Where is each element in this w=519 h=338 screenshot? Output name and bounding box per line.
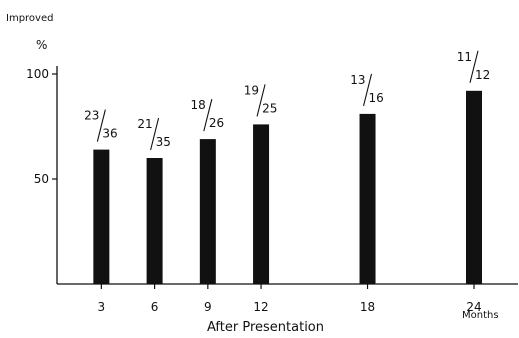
- fraction-slash: [96, 109, 106, 142]
- x-tick-labels: 3 6 9 12 18 24: [98, 284, 482, 314]
- fraction-slash: [150, 117, 160, 151]
- fraction-slash: [256, 84, 266, 117]
- bar-month-3: [93, 149, 110, 284]
- bar-month-18: [359, 113, 376, 285]
- fraction-numerator: 23: [84, 109, 99, 123]
- fraction-slash: [203, 98, 213, 132]
- x-tick-label: 12: [253, 300, 268, 314]
- fraction-denominator: 25: [262, 101, 277, 115]
- x-tick-label: 3: [98, 300, 106, 314]
- x-axis-unit: Months: [462, 310, 499, 321]
- fraction-numerator: 18: [191, 98, 206, 112]
- bar-month-6: [146, 158, 163, 284]
- fraction-denominator: 16: [369, 91, 384, 105]
- fraction-label: 21 35: [137, 117, 171, 151]
- fraction-slash: [362, 73, 373, 107]
- x-axis-title: After Presentation: [207, 320, 324, 335]
- fraction-denominator: 36: [102, 127, 117, 141]
- fraction-numerator: 21: [137, 117, 152, 131]
- bar-month-24: [466, 90, 482, 284]
- y-axis-unit: %: [36, 38, 47, 52]
- fraction-denominator: 26: [209, 116, 224, 130]
- bar-month-12: [253, 124, 270, 285]
- fraction-label: 13 16: [350, 73, 384, 107]
- x-tick-label: 24: [466, 300, 481, 314]
- y-tick-label: 50: [34, 172, 49, 186]
- bar-month-9: [199, 139, 216, 284]
- x-tick-label: 9: [204, 300, 212, 314]
- fraction-denominator: 35: [156, 135, 171, 149]
- fraction-slash: [469, 50, 479, 83]
- fraction-numerator: 11: [457, 50, 472, 64]
- axes: [56, 66, 518, 285]
- y-tick-labels: 100 50: [26, 67, 57, 186]
- x-tick-label: 6: [151, 300, 159, 314]
- y-axis-title: Improved: [6, 13, 53, 24]
- fraction-denominator: 12: [475, 68, 490, 82]
- y-tick-label: 100: [26, 67, 49, 81]
- fraction-numerator: 19: [244, 83, 259, 97]
- bars: [93, 90, 482, 285]
- fraction-numerator: 13: [350, 73, 365, 87]
- x-tick-label: 18: [360, 300, 375, 314]
